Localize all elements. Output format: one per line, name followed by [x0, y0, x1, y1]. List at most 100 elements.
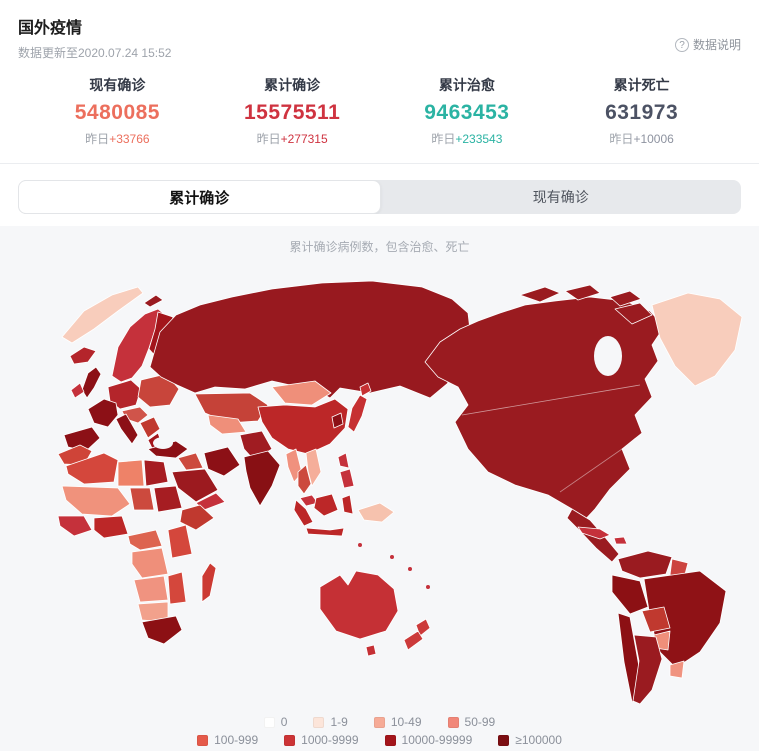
map-arctic-island-2 [564, 284, 601, 301]
tab-total-confirmed[interactable]: 累计确诊 [18, 180, 381, 214]
legend-swatch [313, 716, 325, 728]
legend-swatch [373, 716, 385, 728]
legend-row-1: 0 1-9 10-49 50-99 [0, 715, 759, 729]
map-nigeria [93, 515, 129, 539]
stat-label: 累计确诊 [264, 77, 321, 93]
map-iceland [69, 346, 97, 365]
map-balkans [139, 416, 161, 439]
stat-total-deaths: 累计死亡 631973 昨日+10006 [554, 75, 729, 147]
map-greenland-west [61, 286, 144, 344]
map-hispaniola [613, 536, 628, 545]
legend-item-7: ≥100000 [498, 733, 562, 747]
map-caspian-sea [190, 419, 204, 443]
map-russia [149, 280, 471, 399]
map-philippines-1 [337, 452, 350, 469]
stat-existing-confirmed: 现有确诊 5480085 昨日+33766 [30, 75, 205, 147]
map-island-dot-4 [358, 543, 362, 547]
legend-label: ≥100000 [515, 733, 562, 747]
map-peru [611, 574, 649, 615]
legend-label: 50-99 [464, 715, 496, 729]
map-france [87, 398, 119, 428]
map-japan [347, 394, 368, 433]
map-mongolia [271, 380, 332, 406]
legend-swatch [384, 734, 396, 746]
tab-bar-wrapper: 累计确诊 现有确诊 [0, 164, 759, 226]
map-island-dot-1 [390, 555, 394, 559]
legend-item-0: 0 [263, 715, 287, 729]
map-sumatra [293, 499, 314, 527]
map-korea [331, 412, 344, 429]
stat-total-cured: 累计治愈 9463453 昨日+233543 [380, 75, 555, 147]
stat-value: 15575511 [243, 101, 341, 124]
stat-delta: 昨日+277315 [256, 132, 328, 146]
world-choropleth-map[interactable] [0, 257, 759, 709]
legend-swatch [284, 734, 296, 746]
stat-label: 累计治愈 [438, 77, 495, 93]
map-uzbekistan [207, 414, 247, 435]
map-java [305, 527, 345, 537]
map-china [257, 398, 349, 455]
map-us-mexico-border [559, 448, 623, 493]
stat-value: 631973 [605, 101, 679, 124]
tab-existing-confirmed[interactable]: 现有确诊 [532, 189, 589, 205]
map-kenya-tanzania [167, 524, 193, 559]
legend-item-4: 100-999 [197, 733, 258, 747]
map-central-africa [127, 529, 163, 551]
map-ireland [70, 382, 85, 399]
page-title: 国外疫情 [18, 20, 83, 37]
map-colombia-venezuela [617, 550, 673, 579]
map-horn-africa [179, 504, 215, 531]
legend-item-3: 50-99 [447, 715, 496, 729]
map-legend: 0 1-9 10-49 50-99 100-999 1000-9999 [0, 709, 759, 751]
map-australia [319, 570, 399, 640]
map-saudi [171, 468, 219, 503]
legend-label: 1-9 [330, 715, 348, 729]
map-india [243, 450, 281, 507]
map-angola-zambia [133, 575, 169, 603]
map-black-sea [153, 437, 173, 449]
map-island-dot-2 [408, 567, 412, 571]
map-algeria [65, 452, 119, 485]
map-north-america [424, 296, 665, 526]
map-nz-south [403, 630, 424, 651]
map-iran [203, 446, 241, 477]
legend-row-2: 100-999 1000-9999 10000-99999 ≥100000 [0, 733, 759, 747]
stat-delta: 昨日+33766 [85, 132, 150, 146]
map-philippines-2 [339, 468, 355, 489]
stats-row: 现有确诊 5480085 昨日+33766 累计确诊 15575511 昨日+2… [0, 61, 759, 163]
map-sahel [61, 485, 131, 517]
map-thailand [297, 464, 312, 495]
header: 国外疫情 数据更新至2020.07.24 15:52 ? 数据说明 [0, 0, 759, 61]
map-madagascar [201, 562, 217, 603]
stat-value: 5480085 [74, 101, 160, 124]
segmented-tabs: 累计确诊 现有确诊 [18, 180, 741, 214]
legend-item-1: 1-9 [313, 715, 348, 729]
legend-label: 1000-9999 [301, 733, 359, 747]
map-baffin [614, 302, 653, 325]
divider [0, 163, 759, 164]
map-chad [129, 487, 155, 511]
map-papua [357, 502, 395, 523]
data-notes-link[interactable]: ? 数据说明 [674, 36, 741, 53]
map-drc [131, 547, 169, 579]
map-arctic-island-1 [519, 286, 561, 303]
map-sudan [153, 485, 183, 513]
stat-delta: 昨日+10006 [609, 132, 674, 146]
map-uruguay [669, 660, 685, 679]
map-mozambique [167, 571, 187, 605]
map-caption: 累计确诊病例数，包含治愈、死亡 [289, 240, 470, 254]
legend-swatch [263, 716, 275, 728]
stat-value: 9463453 [424, 101, 510, 124]
map-vietnam [305, 448, 322, 487]
legend-swatch [498, 734, 510, 746]
map-us-canada-border [461, 384, 641, 416]
map-libya [117, 459, 145, 487]
map-south-africa [141, 615, 183, 645]
map-section: 累计确诊病例数，包含治愈、死亡 [0, 226, 759, 751]
stat-label: 现有确诊 [89, 77, 146, 93]
map-uk [81, 366, 102, 399]
map-italy [115, 413, 139, 445]
map-cuba [577, 526, 611, 540]
stat-label: 累计死亡 [613, 77, 670, 93]
map-west-africa-coast [57, 515, 93, 537]
